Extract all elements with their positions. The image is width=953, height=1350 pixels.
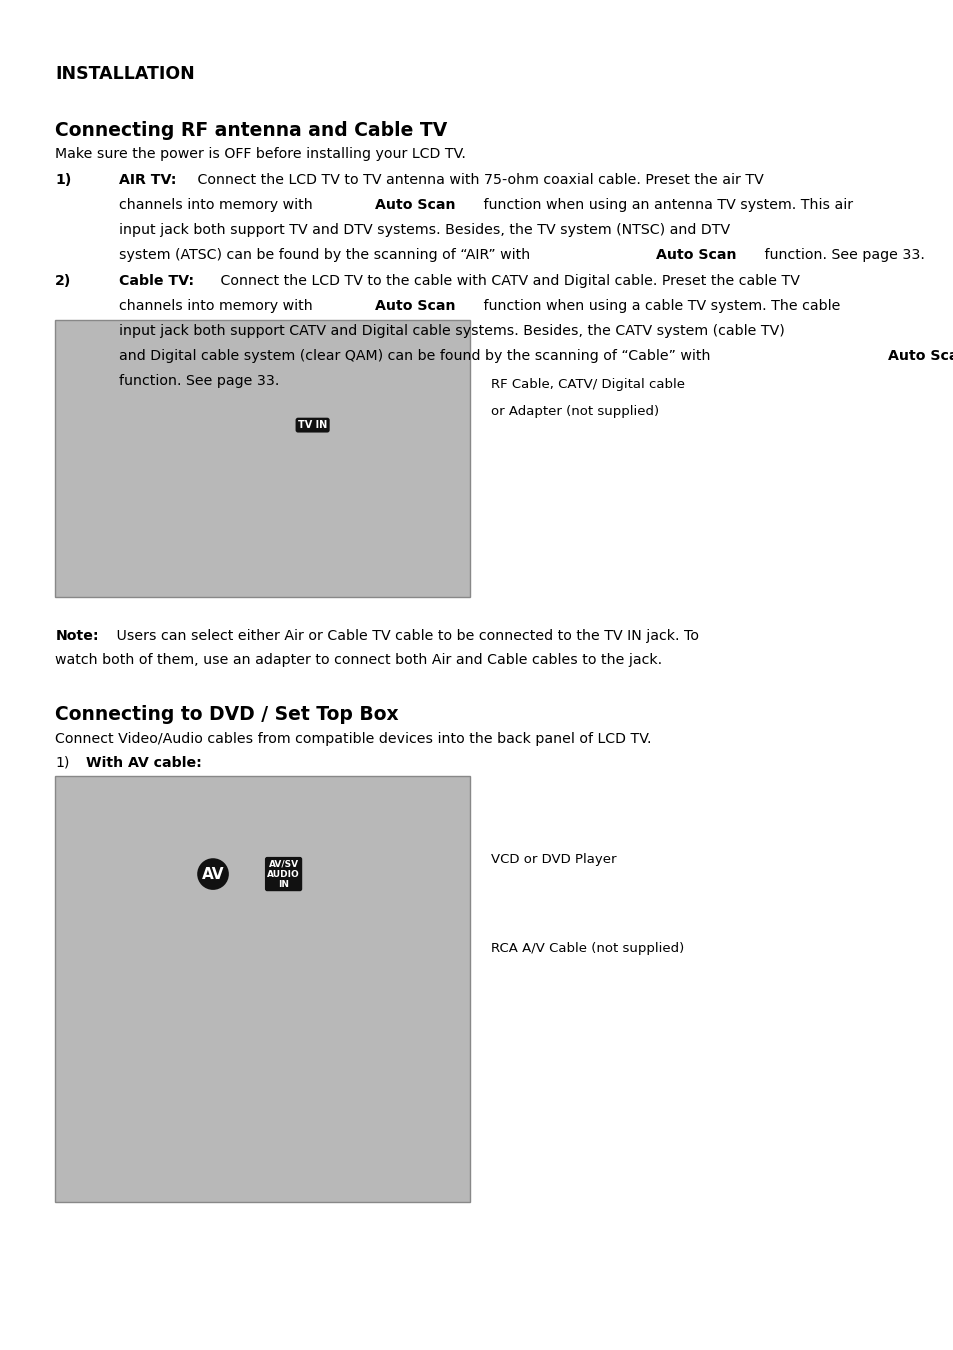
Text: RCA A/V Cable (not supplied): RCA A/V Cable (not supplied) [491, 942, 684, 956]
Text: function. See page 33.: function. See page 33. [119, 374, 279, 387]
Text: Auto Scan: Auto Scan [375, 298, 456, 313]
Text: 1): 1) [55, 756, 70, 770]
Text: Auto Scan: Auto Scan [375, 197, 456, 212]
Text: Note:: Note: [55, 629, 99, 643]
Text: Auto Scan: Auto Scan [887, 348, 953, 363]
Text: system (ATSC) can be found by the scanning of “AIR” with: system (ATSC) can be found by the scanni… [119, 248, 535, 262]
Text: watch both of them, use an adapter to connect both Air and Cable cables to the j: watch both of them, use an adapter to co… [55, 653, 661, 667]
Text: 2): 2) [55, 274, 71, 288]
Bar [55, 776, 470, 1202]
Text: function when using an antenna TV system. This air: function when using an antenna TV system… [478, 197, 852, 212]
Text: Users can select either Air or Cable TV cable to be connected to the TV IN jack.: Users can select either Air or Cable TV … [112, 629, 698, 643]
Text: Cable TV:: Cable TV: [119, 274, 194, 288]
Text: TV IN: TV IN [297, 420, 327, 431]
Text: input jack both support TV and DTV systems. Besides, the TV system (NTSC) and DT: input jack both support TV and DTV syste… [119, 223, 730, 236]
Text: channels into memory with: channels into memory with [119, 298, 317, 313]
Text: Make sure the power is OFF before installing your LCD TV.: Make sure the power is OFF before instal… [55, 147, 466, 161]
Text: channels into memory with: channels into memory with [119, 197, 317, 212]
Text: VCD or DVD Player: VCD or DVD Player [491, 853, 617, 867]
Text: function when using a cable TV system. The cable: function when using a cable TV system. T… [478, 298, 840, 313]
Text: or Adapter (not supplied): or Adapter (not supplied) [491, 405, 659, 418]
Text: AIR TV:: AIR TV: [119, 173, 176, 186]
Text: Connect Video/Audio cables from compatible devices into the back panel of LCD TV: Connect Video/Audio cables from compatib… [55, 732, 651, 745]
Text: Connect the LCD TV to TV antenna with 75-ohm coaxial cable. Preset the air TV: Connect the LCD TV to TV antenna with 75… [193, 173, 763, 186]
Text: With AV cable:: With AV cable: [86, 756, 201, 770]
Text: input jack both support CATV and Digital cable systems. Besides, the CATV system: input jack both support CATV and Digital… [119, 324, 784, 338]
Bar [55, 320, 470, 597]
Text: AV: AV [202, 867, 224, 882]
Text: and Digital cable system (clear QAM) can be found by the scanning of “Cable” wit: and Digital cable system (clear QAM) can… [119, 348, 715, 363]
Text: Connect the LCD TV to the cable with CATV and Digital cable. Preset the cable TV: Connect the LCD TV to the cable with CAT… [216, 274, 800, 288]
Text: 1): 1) [55, 173, 71, 186]
Text: RF Cable, CATV/ Digital cable: RF Cable, CATV/ Digital cable [491, 378, 684, 392]
Text: Auto Scan: Auto Scan [655, 248, 736, 262]
Text: Connecting RF antenna and Cable TV: Connecting RF antenna and Cable TV [55, 122, 447, 140]
Text: AV/SV
AUDIO
IN: AV/SV AUDIO IN [267, 859, 299, 888]
Text: Connecting to DVD / Set Top Box: Connecting to DVD / Set Top Box [55, 705, 398, 724]
Text: function. See page 33.: function. See page 33. [759, 248, 923, 262]
Text: INSTALLATION: INSTALLATION [55, 65, 194, 82]
